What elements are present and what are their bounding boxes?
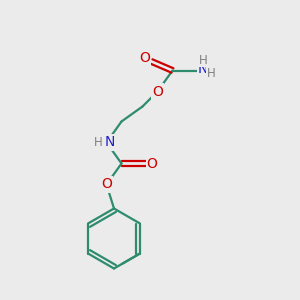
Text: H: H	[94, 136, 103, 149]
Text: O: O	[140, 52, 150, 65]
Text: H: H	[199, 53, 208, 67]
Text: O: O	[152, 85, 163, 98]
Text: H: H	[207, 67, 216, 80]
Text: N: N	[104, 136, 115, 149]
Text: O: O	[101, 178, 112, 191]
Text: N: N	[198, 62, 208, 76]
Text: O: O	[147, 157, 158, 170]
